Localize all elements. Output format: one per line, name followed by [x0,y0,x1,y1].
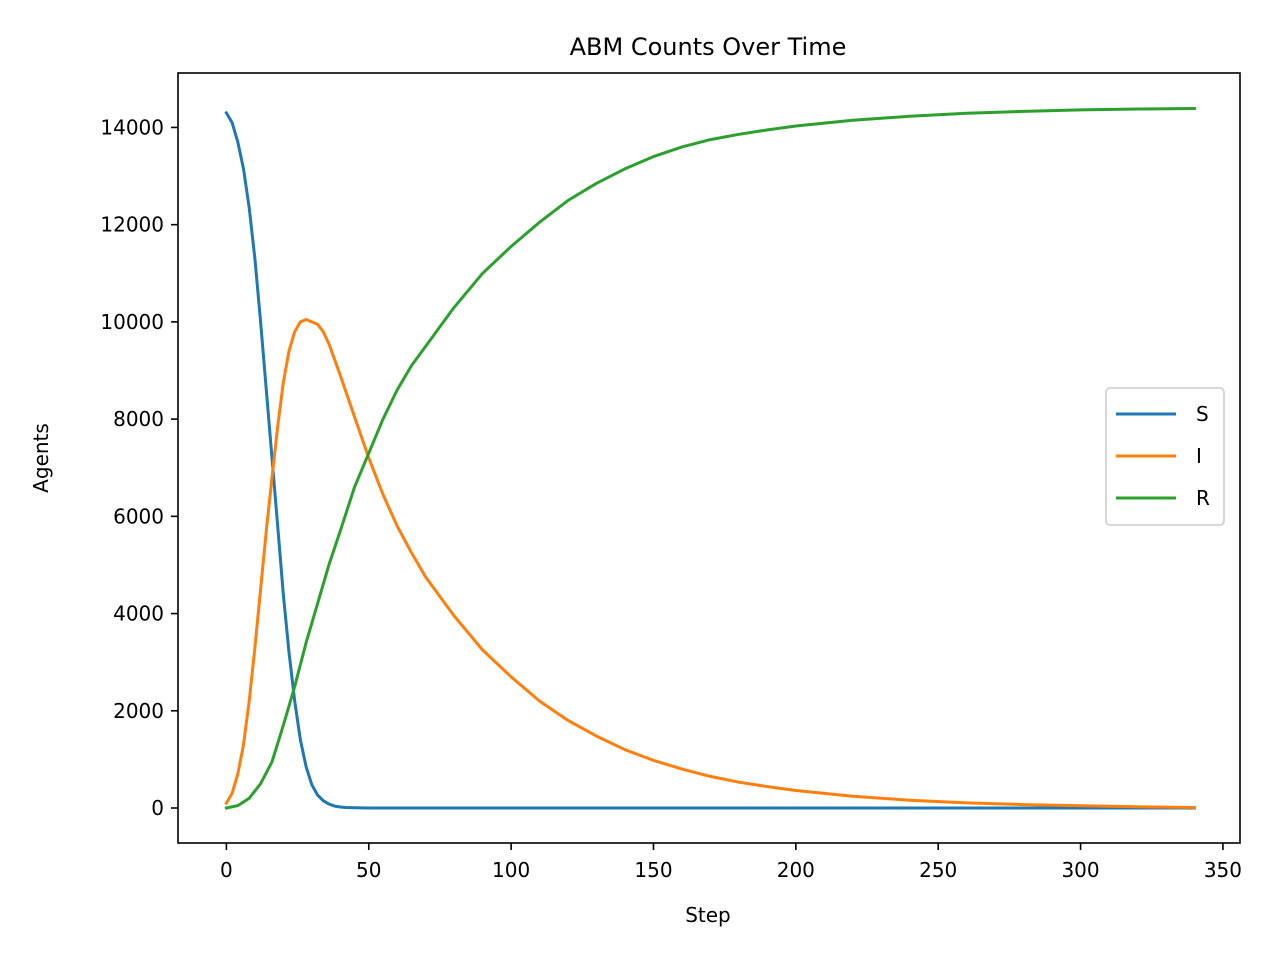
x-tick-label: 0 [220,858,233,882]
x-tick-label: 100 [492,858,530,882]
legend-label-R: R [1196,486,1210,510]
x-tick-label: 50 [356,858,381,882]
series-line-S [224,110,1196,810]
x-axis-title: Step [685,903,731,927]
axes-frame [177,72,1241,844]
x-tick-label: 200 [777,858,815,882]
y-tick-label: 10000 [100,310,164,334]
y-tick-label: 14000 [100,115,164,139]
y-tick-label: 2000 [113,699,164,723]
x-tick-label: 250 [919,858,957,882]
y-axis-title: Agents [29,423,53,493]
series-line-R [224,106,1196,810]
y-tick-label: 0 [151,796,164,820]
x-tick-label: 350 [1204,858,1242,882]
y-tick-label: 4000 [113,602,164,626]
plot-area: 0 50 100 150 200 250 300 350 0 2000 4000 6000 8000 10… [100,72,1242,882]
x-tick-label: 150 [634,858,672,882]
y-tick-label: 6000 [113,504,164,528]
chart-title: ABM Counts Over Time [570,33,847,61]
y-tick-label: 8000 [113,407,164,431]
legend-label-S: S [1196,402,1209,426]
series-line-I [224,318,1196,810]
x-tick-label: 300 [1061,858,1099,882]
legend-label-I: I [1196,444,1202,468]
y-tick-label: 12000 [100,213,164,237]
